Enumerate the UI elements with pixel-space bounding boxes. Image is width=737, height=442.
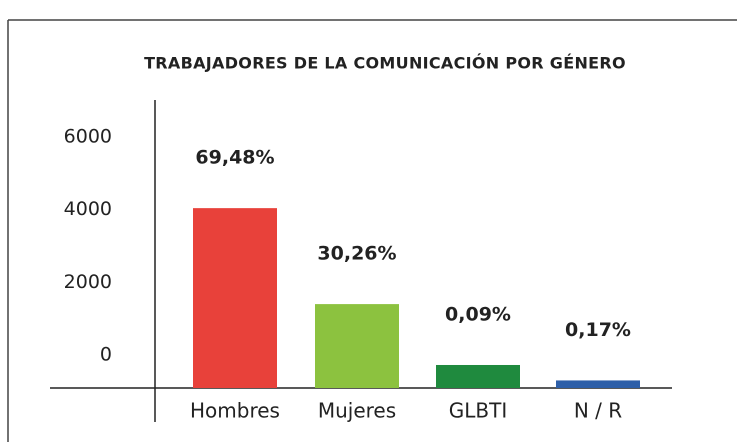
bar [436, 364, 520, 388]
bar [556, 380, 640, 388]
x-tick-label: GLBTI [449, 399, 507, 423]
x-tick-label: Hombres [190, 399, 280, 423]
chart-title: TRABAJADORES DE LA COMUNICACIÓN POR GÉNE… [144, 54, 626, 73]
y-tick-label: 6000 [64, 125, 112, 147]
y-tick-label: 4000 [64, 198, 112, 220]
bar [193, 208, 277, 388]
bar [315, 304, 399, 388]
x-tick-label: Mujeres [318, 399, 396, 423]
y-tick-label: 0 [100, 343, 112, 365]
bar-annotation: 0,17% [565, 319, 631, 341]
y-tick-label: 2000 [64, 271, 112, 293]
bar-annotation: 30,26% [317, 243, 396, 265]
bar-annotation: 69,48% [195, 147, 274, 169]
bar-annotation: 0,09% [445, 303, 511, 325]
x-tick-label: N / R [574, 399, 622, 423]
